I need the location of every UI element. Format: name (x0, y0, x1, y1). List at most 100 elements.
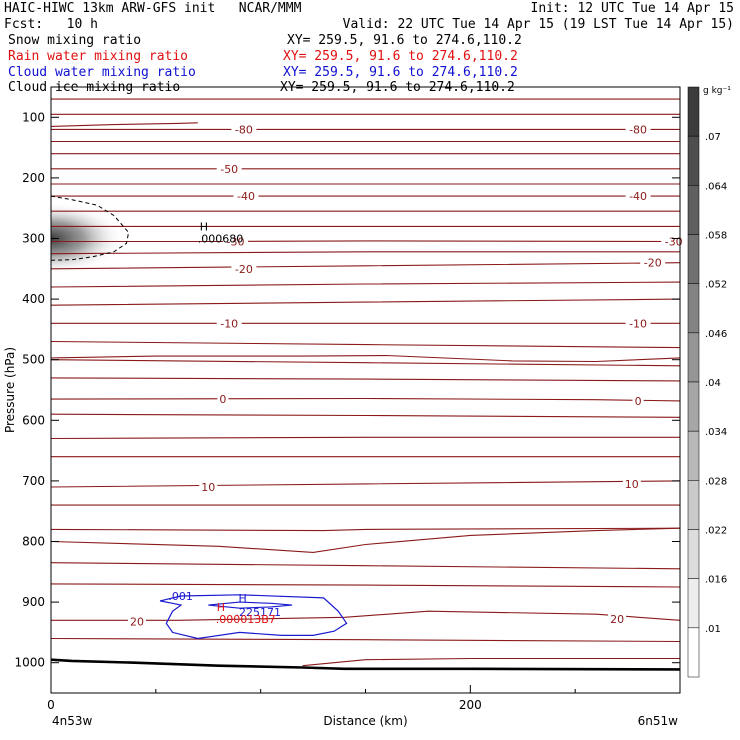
isotherm-29 (51, 583, 680, 588)
temp-label-bg-14 (622, 477, 641, 490)
colorbar-label-5: .04 (705, 378, 721, 389)
y-tick-label-9: 1000 (14, 656, 45, 670)
temp-label-1: -80 (629, 123, 647, 136)
field-xy-rain: XY= 259.5, 91.6 to 274.6,110.2 (283, 49, 518, 64)
y-tick-label-0: 100 (22, 110, 45, 124)
snow-max-value: .000680 (198, 233, 244, 246)
colorbar-label-1: .064 (705, 181, 727, 192)
temp-label-bg-5 (223, 235, 249, 248)
colorbar-label-6: .034 (705, 427, 727, 438)
x-tick-label-1: 200 (459, 698, 482, 712)
snow-contour (51, 195, 130, 261)
temp-label-5: -30 (227, 236, 245, 249)
isotherm-31 (51, 637, 680, 643)
colorbar-label-10: .01 (705, 624, 721, 635)
plot-title: HAIC-HIWC 13km ARW-GFS init NCAR/MMM (4, 1, 302, 16)
temp-label-bg-0 (231, 123, 257, 136)
forecast-hour: Fcst: 10 h (4, 17, 98, 32)
temp-label-3: -40 (237, 190, 255, 203)
colorbar-segment-11 (687, 627, 700, 678)
y-tick-label-7: 800 (22, 535, 45, 549)
temp-label-14: 10 (625, 478, 639, 491)
isotherm-32 (302, 657, 680, 667)
temp-label-11: 0 (219, 393, 226, 406)
colorbar-segment-2 (687, 185, 700, 235)
isotherm-17 (51, 359, 680, 367)
temp-label-2: -50 (220, 163, 238, 176)
isotherm-28 (51, 562, 680, 570)
colorbar-label-7: .028 (705, 476, 727, 487)
cloud-water-level-label: .001 (168, 590, 193, 603)
y-tick-label-6: 700 (22, 474, 45, 488)
field-xy-cloud-water: XY= 259.5, 91.6 to 274.6,110.2 (283, 65, 518, 80)
y-tick-label-8: 900 (22, 595, 45, 609)
cloud-water-contour (159, 594, 348, 640)
colorbar-segment-0 (687, 86, 700, 137)
temp-label-bg-12 (632, 394, 644, 407)
isotherm-11 (51, 251, 680, 255)
temp-label-bg-11 (217, 393, 229, 406)
y-tick-label-4: 500 (22, 353, 45, 367)
temp-label-15: 20 (130, 615, 144, 628)
y-tick-label-2: 300 (22, 232, 45, 246)
isotherm-27 (51, 527, 680, 553)
temp-label-bg-8 (640, 256, 666, 269)
isotherm-19 (51, 377, 680, 382)
colorbar-segment-3 (687, 234, 700, 284)
x-tick-label-0: 0 (47, 698, 55, 712)
temp-label-13: 10 (201, 481, 215, 494)
cloud-water-max-value: .225171 (236, 606, 281, 619)
cloud-water-max-mark: H (239, 592, 247, 605)
temp-label-bg-13 (199, 480, 218, 493)
colorbar-segment-10 (687, 578, 700, 629)
colorbar-segment-8 (687, 480, 700, 530)
x-end-label-left: 4n53w (52, 714, 93, 728)
y-tick-label-1: 200 (22, 171, 45, 185)
colorbar-unit: g kg⁻¹ (703, 86, 731, 96)
temp-label-0: -80 (235, 123, 253, 136)
colorbar-label-2: .058 (705, 231, 727, 242)
colorbar-segment-9 (687, 529, 700, 579)
x-axis-label: Distance (km) (323, 714, 407, 728)
y-tick-label-5: 600 (22, 413, 45, 427)
colorbar-label-3: .052 (705, 280, 727, 291)
x-end-label-right: 6n51w (638, 714, 679, 728)
init-time: Init: 12 UTC Tue 14 Apr 15 (530, 1, 735, 16)
valid-time: Valid: 22 UTC Tue 14 Apr 15 (19 LST Tue … (342, 17, 734, 32)
isotherm-16 (51, 340, 680, 349)
temp-label-9: -10 (220, 317, 238, 330)
isotherm-26 (51, 527, 680, 532)
cloud-water-inner-contour (208, 601, 293, 609)
temp-label-bg-7 (231, 262, 257, 275)
field-xy-snow: XY= 259.5, 91.6 to 274.6,110.2 (287, 33, 522, 48)
isotherm-24 (51, 480, 680, 488)
y-axis-label: Pressure (hPa) (3, 347, 17, 433)
field-name-snow: Snow mixing ratio (8, 33, 142, 48)
rain-max-value: .000013B7 (216, 613, 276, 626)
isotherm-13 (51, 281, 680, 288)
cloud-ice-shading (51, 202, 125, 275)
temp-label-4: -40 (629, 190, 647, 203)
isotherm-33 (51, 122, 198, 127)
temp-label-bg-16 (608, 613, 627, 626)
temp-label-bg-9 (216, 317, 242, 330)
isotherm-12 (51, 262, 680, 270)
temp-label-bg-4 (625, 190, 651, 203)
colorbar-segment-4 (687, 283, 700, 334)
temp-label-bg-3 (233, 190, 259, 203)
temp-label-12: 0 (635, 395, 642, 408)
temp-label-bg-15 (127, 615, 146, 628)
colorbar-label-9: .016 (705, 575, 727, 586)
colorbar-segment-1 (687, 135, 700, 186)
isotherm-20 (51, 397, 680, 402)
isotherm-14 (51, 298, 680, 306)
colorbar-segment-6 (687, 381, 700, 432)
temp-label-10: -10 (629, 317, 647, 330)
temp-label-bg-2 (216, 162, 242, 175)
ground-line (51, 658, 680, 671)
isotherm-21 (51, 413, 680, 418)
temp-label-bg-10 (625, 317, 651, 330)
isotherm-18 (51, 354, 680, 363)
colorbar-segment-5 (687, 332, 700, 383)
